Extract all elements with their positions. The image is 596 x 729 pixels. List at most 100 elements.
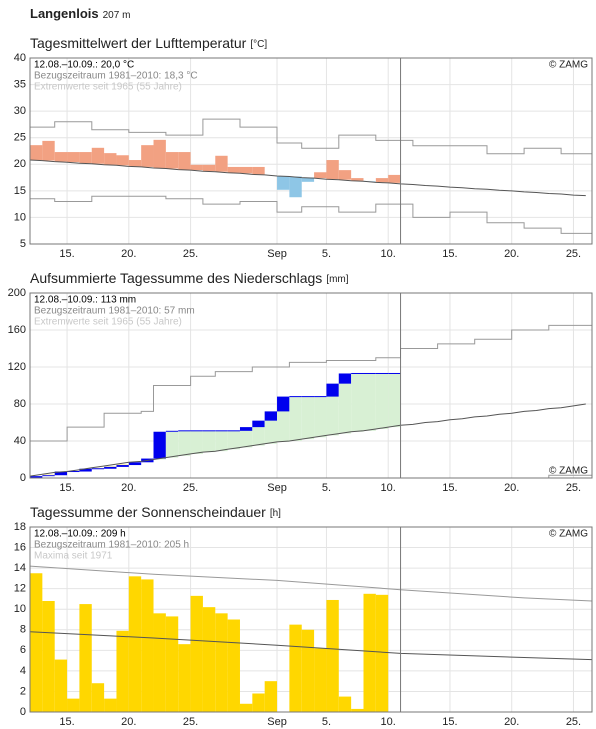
source: © ZAMG: [549, 466, 588, 477]
bar: [202, 607, 216, 712]
x-tick-label: 10.: [381, 248, 396, 260]
bar: [116, 155, 129, 166]
elevation: 207 m: [103, 10, 131, 21]
x-tick-label: 5.: [322, 716, 331, 728]
area-segment: [314, 396, 327, 438]
line: [29, 631, 593, 661]
daily-increment: [54, 471, 68, 476]
chart-title: Aufsummierte Tagessumme des Niederschlag…: [30, 270, 349, 286]
daily-increment: [153, 431, 166, 459]
bar: [314, 172, 327, 179]
bar: [289, 176, 302, 198]
bar: [42, 601, 55, 712]
bar: [128, 160, 142, 167]
bar: [227, 619, 240, 712]
plot-frame: [29, 526, 593, 713]
bar: [104, 153, 117, 165]
y-tick-label: 12: [14, 583, 26, 595]
bar: [79, 152, 92, 164]
area-segment: [165, 430, 179, 458]
area-segment: [42, 474, 55, 476]
bar: [91, 147, 105, 164]
area-segment: [301, 396, 315, 440]
daily-increment: [165, 430, 179, 432]
y-tick-label: 10: [14, 211, 26, 223]
bar: [128, 576, 142, 712]
title-unit: [mm]: [326, 274, 348, 285]
note: Extremwerte seit 1965 (55 Jahre): [34, 82, 182, 93]
area-segment: [215, 430, 228, 452]
bar: [202, 164, 216, 172]
x-tick-label: 20.: [504, 248, 519, 260]
title-unit: [°C]: [250, 39, 267, 50]
daily-increment: [338, 373, 352, 384]
daily-increment: [128, 462, 142, 466]
y-tick-label: 30: [14, 105, 26, 117]
area-segment: [239, 427, 253, 448]
note: 12.08.–10.09.: 209 h: [34, 529, 126, 540]
y-tick-label: 35: [14, 78, 26, 90]
note: Maxima seit 1971: [34, 551, 113, 562]
area-segment: [227, 430, 240, 450]
daily-increment: [239, 427, 253, 431]
x-tick-label: 25.: [183, 716, 198, 728]
chart-title: Tagessumme der Sonnenscheindauer [h]: [30, 504, 281, 520]
y-tick-label: 10: [14, 603, 26, 615]
title-text: Tagesmittelwert der Lufttemperatur: [30, 35, 247, 51]
x-tick-label: 25.: [566, 716, 581, 728]
x-tick-label: 15.: [59, 248, 74, 260]
x-tick-label: 15.: [59, 716, 74, 728]
bar: [178, 644, 191, 712]
line: [29, 403, 586, 477]
bar: [190, 595, 203, 712]
daily-increment: [116, 465, 129, 467]
x-tick-label: 10.: [381, 482, 396, 494]
daily-increment: [264, 411, 278, 421]
x-tick-label: 25.: [183, 248, 198, 260]
line: [29, 159, 586, 197]
daily-increment: [326, 383, 339, 397]
area-segment: [190, 430, 203, 454]
bar: [153, 613, 166, 712]
daily-increment: [79, 468, 92, 472]
x-tick-label: Sep: [267, 716, 287, 728]
bar: [252, 166, 265, 175]
area-segment: [363, 373, 376, 431]
title-unit: [h]: [270, 508, 281, 519]
y-tick-label: 40: [14, 52, 26, 64]
x-tick-label: 5.: [322, 248, 331, 260]
x-tick-label: 15.: [442, 716, 457, 728]
x-tick-label: 25.: [566, 482, 581, 494]
bar: [351, 178, 364, 181]
daily-increment: [104, 466, 117, 469]
y-tick-label: 4: [20, 665, 26, 677]
bar: [30, 145, 43, 161]
note: Bezugszeitraum 1981–2010: 205 h: [34, 540, 189, 551]
bar: [165, 152, 179, 169]
bar: [91, 683, 105, 712]
plot-area: [30, 293, 592, 478]
note: 12.08.–10.09.: 20,0 °C: [34, 60, 134, 71]
bar: [54, 152, 68, 162]
y-tick-label: 120: [8, 361, 26, 373]
x-tick-label: 15.: [59, 482, 74, 494]
bar: [338, 170, 352, 180]
bar: [227, 166, 240, 173]
area-segment: [116, 464, 129, 466]
note: Bezugszeitraum 1981–2010: 57 mm: [34, 306, 195, 317]
bar: [141, 145, 154, 167]
bar: [54, 659, 68, 712]
x-tick-label: 20.: [504, 716, 519, 728]
bar: [67, 698, 80, 712]
bar: [153, 139, 166, 169]
x-tick-label: 25.: [183, 482, 198, 494]
plot-area: [30, 58, 592, 244]
bar: [314, 648, 327, 712]
x-tick-label: 20.: [121, 716, 136, 728]
bar: [375, 594, 389, 712]
daily-increment: [30, 476, 43, 478]
y-tick-label: 6: [20, 644, 26, 656]
bar: [338, 696, 352, 712]
extreme-line: [30, 323, 593, 442]
y-tick-label: 18: [14, 521, 26, 533]
